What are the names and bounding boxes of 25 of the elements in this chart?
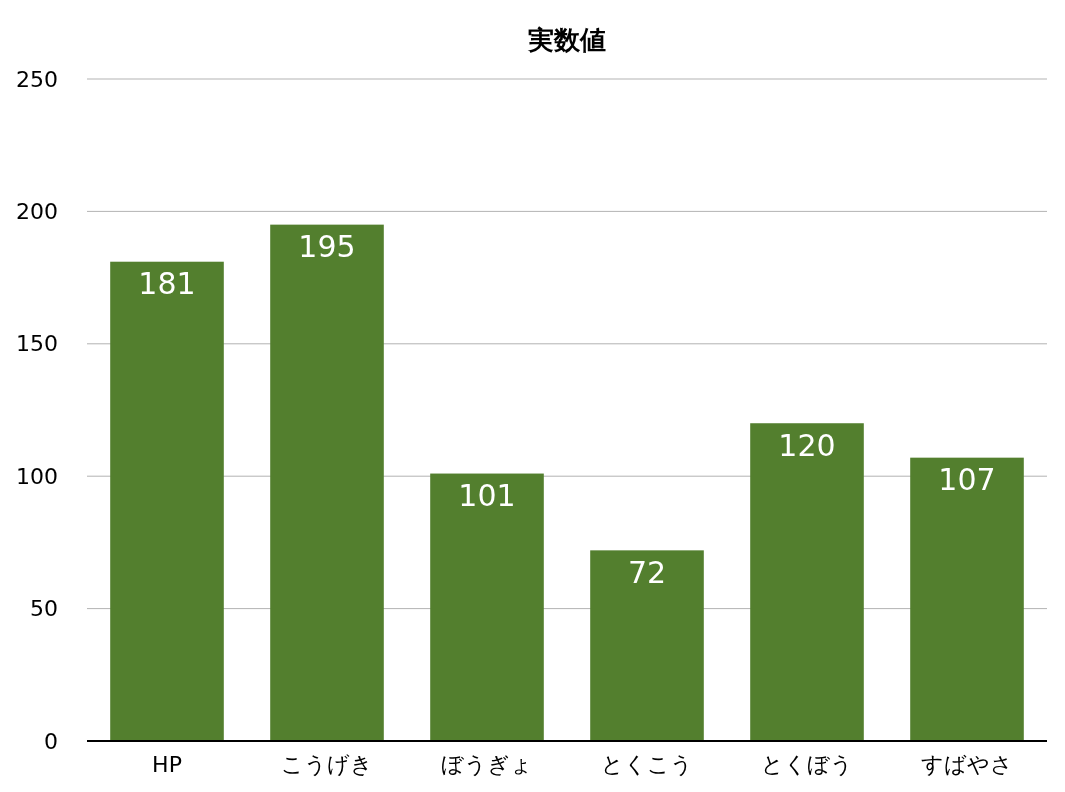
x-tick-label: すばやさ <box>921 751 1013 777</box>
y-tick-label: 200 <box>16 198 58 224</box>
data-label: 120 <box>778 427 836 463</box>
y-tick-label: 50 <box>30 596 58 622</box>
x-tick-label: HP <box>152 751 182 777</box>
bar <box>750 423 864 741</box>
y-tick-label: 150 <box>16 331 58 357</box>
y-tick-label: 250 <box>16 66 58 92</box>
x-tick-label: ぼうぎょ <box>441 751 533 777</box>
x-tick-label: とくこう <box>601 751 693 777</box>
bar <box>590 550 704 741</box>
bar <box>110 261 224 741</box>
chart-title: 実数値 <box>527 25 606 55</box>
x-tick-label: こうげき <box>281 751 373 777</box>
data-label: 107 <box>938 462 996 498</box>
data-label: 72 <box>627 554 667 590</box>
data-label: 195 <box>298 229 356 265</box>
bar <box>910 457 1024 741</box>
y-tick-label: 0 <box>44 728 58 754</box>
x-tick-label: とくぼう <box>761 751 853 777</box>
data-label: 101 <box>458 478 516 514</box>
data-label: 181 <box>138 266 196 302</box>
bar <box>430 473 544 741</box>
bar <box>270 224 384 741</box>
y-tick-label: 100 <box>16 463 58 489</box>
